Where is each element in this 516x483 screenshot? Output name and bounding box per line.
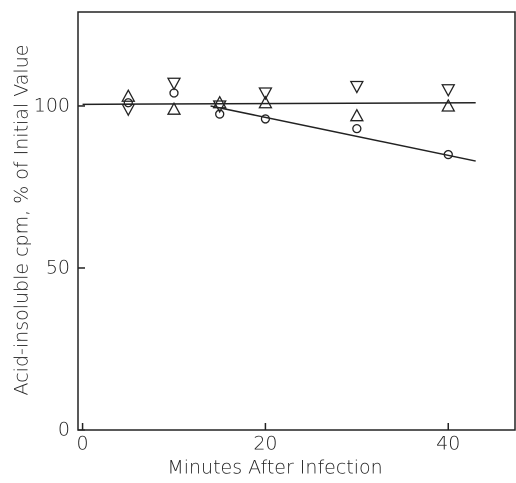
triangle-down-marker [349, 80, 364, 94]
triangle-down-marker [121, 103, 136, 117]
x-tick-label: 0 [77, 433, 89, 455]
triangle-up-marker [121, 88, 136, 102]
x-tick-label: 40 [436, 433, 460, 455]
y-tick-label: 0 [58, 419, 70, 441]
y-axis-label: Acid-insoluble cpm, % of Initial Value [11, 45, 33, 396]
circle-marker [123, 98, 133, 108]
triangle-up-marker [258, 95, 273, 109]
circle-marker [215, 109, 225, 119]
x-tick-label: 20 [253, 433, 277, 455]
triangle-down-marker [441, 84, 456, 98]
x-axis-label: Minutes After Infection [167, 457, 382, 479]
y-tick-label: 100 [34, 94, 70, 116]
triangle-down-marker [166, 77, 182, 91]
triangle-down-marker [258, 87, 273, 101]
triangle-up-marker [166, 101, 182, 115]
triangle-down-marker [212, 100, 227, 114]
plot-frame [77, 11, 516, 431]
circle-marker [352, 124, 362, 134]
triangle-up-marker [441, 98, 456, 112]
circle-marker [169, 88, 179, 98]
triangle-up-marker [212, 95, 227, 109]
fit-line [82, 101, 476, 106]
fit-line [210, 105, 476, 162]
triangle-up-marker [349, 108, 364, 122]
y-tick-label: 50 [46, 256, 70, 278]
